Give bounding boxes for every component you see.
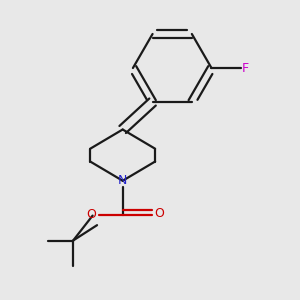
Text: O: O [154,207,164,220]
Text: F: F [242,61,249,74]
Text: O: O [86,208,96,221]
Text: N: N [118,174,128,187]
